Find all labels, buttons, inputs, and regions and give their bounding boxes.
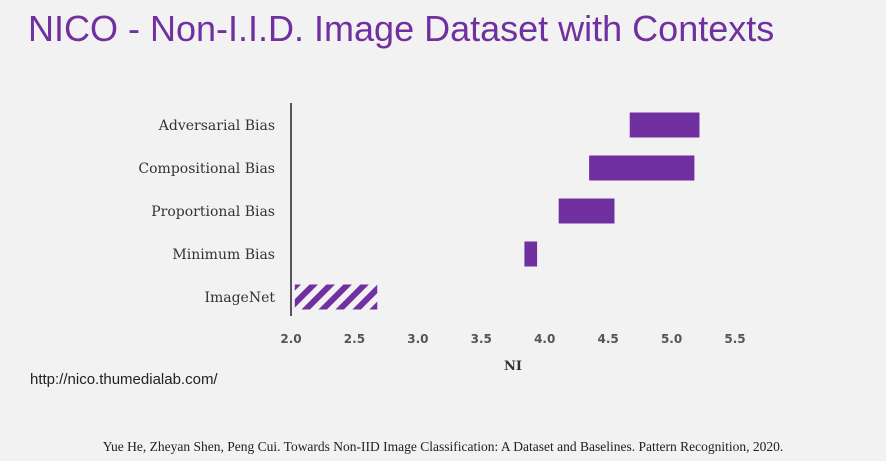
bar-compositional-bias (589, 155, 695, 181)
category-label-adversarial-bias: Adversarial Bias (158, 118, 275, 134)
x-tick-label: 2.5 (344, 332, 365, 346)
x-tick-label: 2.0 (280, 332, 301, 346)
bar-proportional-bias (558, 198, 615, 224)
slide-title: NICO - Non-I.I.D. Image Dataset with Con… (28, 8, 775, 49)
x-axis-title: NI (504, 359, 522, 374)
bar-adversarial-bias (629, 112, 700, 138)
dataset-url[interactable]: http://nico.thumedialab.com/ (30, 371, 218, 388)
category-label-imagenet: ImageNet (204, 290, 275, 306)
x-tick-label: 3.0 (407, 332, 428, 346)
x-tick-label: 4.0 (534, 332, 555, 346)
category-label-compositional-bias: Compositional Bias (138, 161, 275, 177)
citation: Yue He, Zheyan Shen, Peng Cui. Towards N… (102, 439, 784, 454)
x-tick-label: 5.5 (724, 332, 745, 346)
bar-minimum-bias (524, 241, 538, 267)
x-tick-label: 4.5 (598, 332, 619, 346)
bar-imagenet (294, 284, 378, 310)
category-label-minimum-bias: Minimum Bias (172, 247, 275, 263)
x-tick-label: 3.5 (471, 332, 492, 346)
category-label-proportional-bias: Proportional Bias (151, 204, 275, 220)
x-tick-label: 5.0 (661, 332, 682, 346)
